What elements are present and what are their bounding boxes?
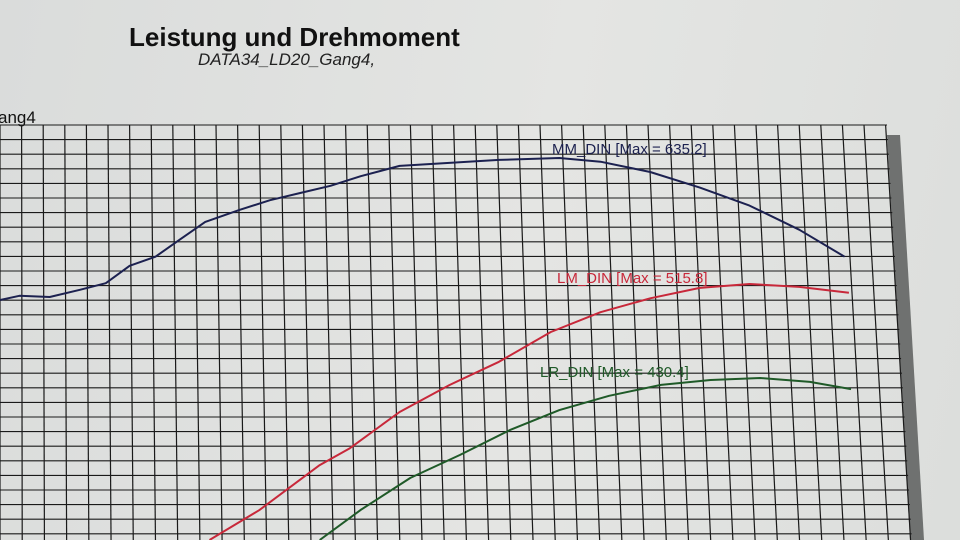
grid-vline (647, 124, 667, 540)
grid-vline (863, 124, 889, 540)
grid-vline (733, 124, 756, 540)
grid-vline (150, 124, 157, 540)
grid-vline (409, 124, 423, 540)
grid-vline (21, 124, 23, 540)
series-lines (0, 157, 852, 540)
series-line-1 (208, 283, 850, 540)
grid-vline (798, 124, 823, 540)
series-line-2 (319, 377, 852, 540)
grid-vline (604, 124, 623, 540)
grid-vline (42, 124, 46, 540)
grid-vline (301, 124, 312, 540)
grid-vline (755, 124, 778, 540)
grid-vline (474, 124, 490, 540)
grid-vline (539, 124, 556, 540)
grid-vline (841, 124, 867, 540)
grid-vline (280, 124, 290, 540)
grid-vline (712, 124, 734, 540)
grid-vline (582, 124, 601, 540)
grid-vline (107, 124, 112, 540)
grid-vline (690, 124, 712, 540)
grid-vline (453, 124, 467, 540)
series-labels: MM_DIN [Max = 635.2] LM_DIN [Max = 515.8… (540, 141, 707, 381)
series-label-lr: LR_DIN [Max = 430.4] (540, 364, 689, 381)
grid-vline (496, 124, 512, 540)
grid-vline (431, 124, 445, 540)
series-line-0 (0, 157, 846, 301)
grid-vline (366, 124, 379, 540)
grid-vline (85, 124, 90, 540)
grid-vline (64, 124, 68, 540)
grid-vline (517, 124, 534, 540)
grid-vline (193, 124, 201, 540)
grid-vline (323, 124, 334, 540)
series-label-mm: MM_DIN [Max = 635.2] (552, 141, 707, 158)
grid-vline (669, 124, 690, 540)
chart-subtitle: DATA34_LD20_Gang4, (198, 50, 376, 69)
grid-vline (172, 124, 179, 540)
grid-vline (885, 124, 912, 540)
grid-vline (237, 124, 245, 540)
grid-vline (820, 124, 845, 540)
grid-vline (258, 124, 268, 540)
grid-vline (215, 124, 223, 540)
grid-vline (388, 124, 401, 540)
side-label: ang4 (0, 108, 36, 127)
plot-shadow (887, 135, 924, 540)
grid-vline (777, 124, 801, 540)
grid-vline (625, 124, 645, 540)
grid-vline (345, 124, 356, 540)
grid-vline (129, 124, 134, 540)
series-label-lm: LM_DIN [Max = 515.8] (557, 270, 707, 287)
grid-vline (561, 124, 579, 540)
grid (0, 124, 912, 540)
chart-title: Leistung und Drehmoment (129, 22, 460, 52)
